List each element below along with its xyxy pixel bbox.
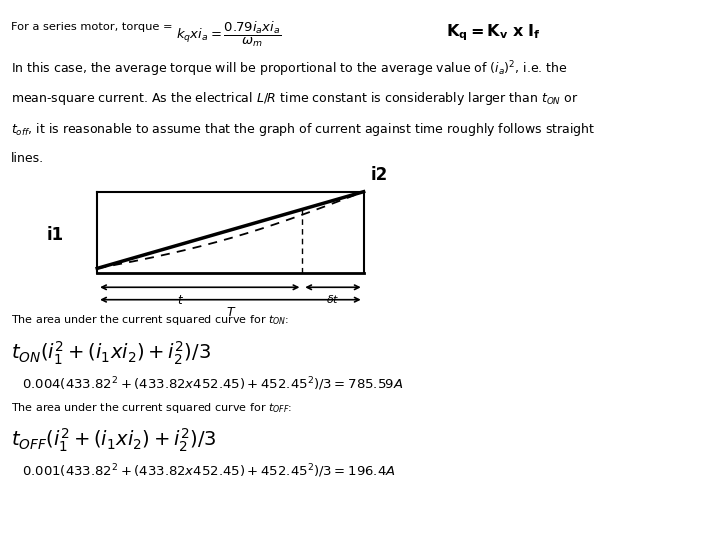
Text: $0.004(433.82^2 + (433.82x452.45) + 452.45^2)/3 = 785.59A$: $0.004(433.82^2 + (433.82x452.45) + 452.… [22, 375, 403, 393]
Text: $\delta t$: $\delta t$ [326, 293, 340, 305]
Text: lines.: lines. [11, 152, 44, 165]
Text: $t_{OFF}(i_1^2 + (i_1 xi_2) + i_2^2)/3$: $t_{OFF}(i_1^2 + (i_1 xi_2) + i_2^2)/3$ [11, 427, 216, 454]
Text: t: t [177, 294, 181, 307]
Text: $k_q xi_a = \dfrac{0.79i_a xi_a}{\omega_m}$: $k_q xi_a = \dfrac{0.79i_a xi_a}{\omega_… [176, 20, 282, 49]
Text: i2: i2 [371, 166, 388, 184]
Text: The area under the current squared curve for $t_{ON}$:: The area under the current squared curve… [11, 313, 289, 327]
Text: T: T [227, 306, 234, 319]
Text: $t_{ON}(i_1^2 + (i_1 xi_2) + i_2^2)/3$: $t_{ON}(i_1^2 + (i_1 xi_2) + i_2^2)/3$ [11, 339, 211, 367]
Text: In this case, the average torque will be proportional to the average value of $(: In this case, the average torque will be… [11, 59, 567, 79]
Text: For a series motor, torque =: For a series motor, torque = [11, 22, 176, 32]
Text: $\mathbf{K_q{=}K_v\ x\ I_f}$: $\mathbf{K_q{=}K_v\ x\ I_f}$ [446, 23, 541, 43]
Text: i1: i1 [47, 226, 64, 244]
Text: $0.001(433.82^2 + (433.82x452.45) + 452.45^2)/3 = 196.4A$: $0.001(433.82^2 + (433.82x452.45) + 452.… [22, 463, 395, 481]
Text: The area under the current squared curve for $t_{OFF}$:: The area under the current squared curve… [11, 401, 292, 415]
Text: mean-square current. As the electrical $L/R$ time constant is considerably large: mean-square current. As the electrical $… [11, 90, 578, 107]
Text: $t_{off}$, it is reasonable to assume that the graph of current against time rou: $t_{off}$, it is reasonable to assume th… [11, 121, 595, 138]
